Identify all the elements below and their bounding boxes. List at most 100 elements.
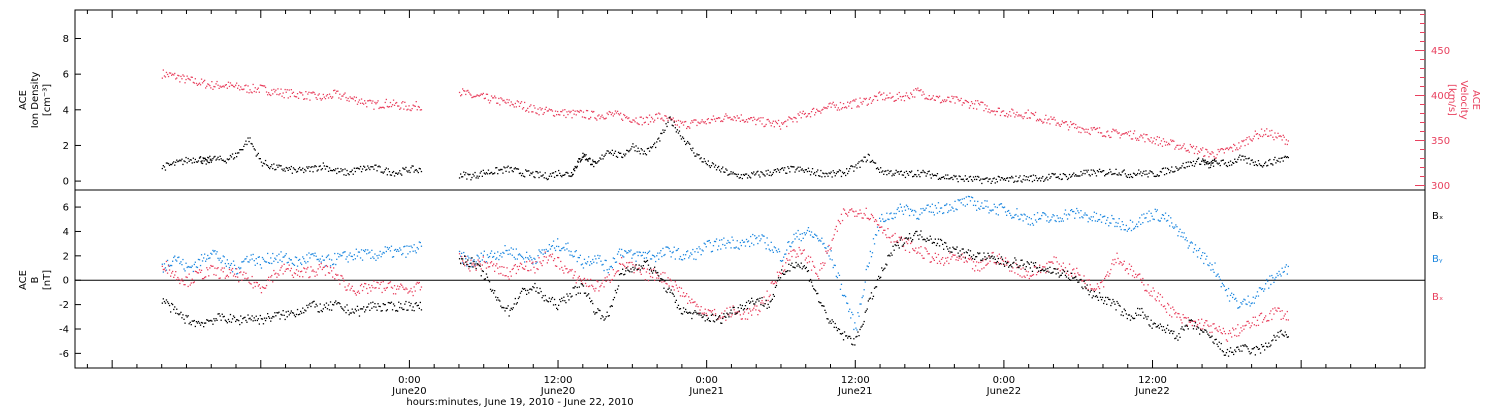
velocity-point [1247,143,1249,145]
bz-point [606,276,608,278]
bx-point [730,309,732,311]
velocity-point [382,106,384,108]
velocity-point [855,98,857,100]
bz-point [669,278,671,280]
bx-point [561,297,563,299]
bz-point [1127,273,1130,275]
density-point [637,147,639,149]
bz-point [487,266,490,268]
density-point [983,178,985,180]
density-point [849,168,851,170]
density-point [517,168,520,170]
bz-point [1223,330,1225,333]
by-point [580,264,582,266]
velocity-point [934,99,936,101]
by-point [222,255,224,257]
density-point [185,156,187,159]
bz-point [496,263,498,265]
by-point [302,256,304,258]
bz-point [900,236,902,238]
bz-point [866,217,868,219]
by-point [293,264,296,266]
density-point [556,174,558,177]
by-point [1125,224,1127,227]
by-point [400,249,402,251]
velocity-point [311,92,313,94]
by-point [630,249,632,251]
density-point [604,154,606,156]
density-point [537,172,539,174]
bz-point [573,274,575,276]
bz-point [753,307,755,309]
bx-point [545,299,547,301]
bz-point [544,251,546,253]
density-point [1263,164,1265,167]
bz-point [257,285,259,287]
by-point [1150,212,1152,214]
density-point [752,173,754,175]
density-point [829,172,831,175]
bz-point [174,274,176,276]
bz-point [650,269,653,271]
bx-point [496,299,498,301]
density-point [704,160,706,163]
bx-point [708,320,710,322]
bz-point [784,269,786,271]
bz-point [757,314,759,316]
by-point [924,209,926,211]
velocity-point [1002,110,1005,112]
velocity-point [735,119,737,122]
density-point [753,171,755,173]
bz-point [1189,321,1191,323]
bx-point [670,289,672,291]
density-point [371,166,373,168]
density-point [583,155,585,157]
density-point [1232,161,1234,164]
by-point [251,258,253,260]
velocity-point [1032,113,1035,115]
velocity-point [546,110,548,112]
by-point [211,253,213,255]
bz-point [215,274,217,276]
velocity-point [657,117,659,119]
velocity-point [714,120,717,122]
bz-point [390,286,393,288]
density-point [714,164,717,166]
bz-point [838,221,841,223]
density-point [649,146,652,148]
density-point [176,159,178,161]
bz-point [810,269,813,271]
bz-point [696,303,698,306]
bx-point [300,310,302,313]
density-point [1009,177,1011,179]
bz-point [945,257,947,259]
velocity-point [1052,118,1054,120]
by-point [816,235,818,237]
velocity-point [1107,130,1109,132]
velocity-point [367,100,369,102]
by-point [832,266,834,269]
density-point [1026,179,1028,181]
bz-point [1226,340,1229,342]
bx-point [161,302,163,304]
density-point [759,176,761,178]
velocity-point [885,97,887,99]
bz-point [1007,260,1009,262]
bx-point [329,301,332,303]
velocity-point [1129,130,1132,132]
top-right-tick-label: 450 [1431,46,1450,57]
bz-point [381,291,383,294]
by-point [897,207,899,209]
bx-point [290,310,292,312]
by-point [462,262,464,264]
velocity-point [1111,131,1113,133]
density-point [707,160,709,162]
by-point [1068,214,1071,216]
bz-point [539,261,541,263]
velocity-point [861,103,863,105]
bz-point [326,265,329,268]
bz-point [1113,263,1115,266]
velocity-point [264,86,267,89]
bz-point [251,275,253,278]
bz-point [666,283,668,285]
